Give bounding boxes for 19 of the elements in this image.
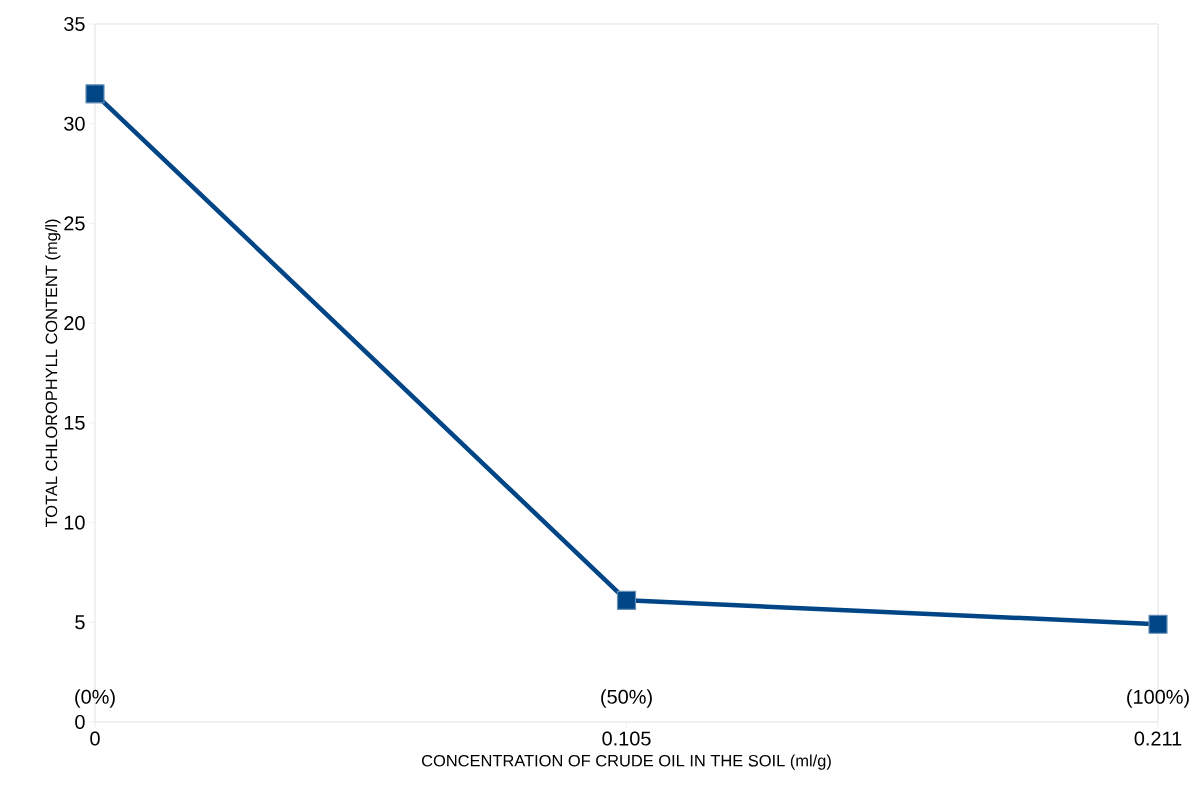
y-tick-label: 35 bbox=[64, 16, 85, 32]
y-tick-label: 20 bbox=[64, 316, 85, 331]
point bbox=[1148, 614, 1168, 634]
x-tick-label: 0 bbox=[90, 731, 100, 746]
y-tick-label: 30 bbox=[64, 116, 85, 131]
point bbox=[616, 590, 637, 610]
y-axis-title: TOTAL CHLOROPHYLL CONTENT (mg/l) bbox=[45, 219, 61, 528]
y-tick-label: 25 bbox=[64, 216, 85, 231]
y-tick-label: 5 bbox=[75, 615, 85, 630]
annotation: (0%) bbox=[75, 689, 115, 708]
point bbox=[85, 84, 105, 104]
x-tick-label: 0.211 bbox=[1134, 731, 1182, 746]
annotation: (100%) bbox=[1127, 689, 1189, 708]
y-tick-label: 15 bbox=[64, 415, 85, 430]
x-tick-label: 0.105 bbox=[602, 731, 651, 746]
y-tick-label: 10 bbox=[64, 515, 85, 530]
annotation: (50%) bbox=[601, 689, 652, 708]
x-axis-title: CONCENTRATION OF CRUDE OIL IN THE SOIL (ml/g) bbox=[422, 754, 831, 770]
y-tick-label: 0 bbox=[75, 714, 85, 730]
